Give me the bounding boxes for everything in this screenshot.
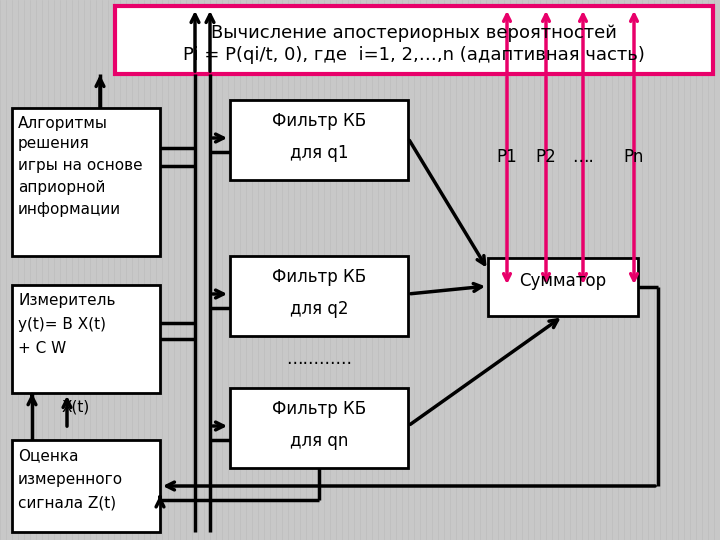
Text: для qn: для qn [290,432,348,450]
Text: Фильтр КБ: Фильтр КБ [272,112,366,130]
Bar [230,256,408,336]
Text: P2: P2 [536,148,557,166]
Text: …………: ………… [286,350,352,368]
Text: Pi = P(qi/t, 0), где  i=1, 2,…,n (адаптивная часть): Pi = P(qi/t, 0), где i=1, 2,…,n (адаптив… [183,46,645,64]
Bar [12,108,160,256]
Text: Измеритель: Измеритель [18,293,115,308]
Text: априорной: априорной [18,180,105,195]
Text: P1: P1 [497,148,518,166]
Bar [12,440,160,532]
Text: X(t): X(t) [62,399,90,414]
Text: Вычисление апостериорных вероятностей: Вычисление апостериорных вероятностей [211,24,617,42]
Text: Сумматор: Сумматор [519,272,606,290]
Bar [488,258,638,316]
Text: для q2: для q2 [289,300,348,318]
Text: для q1: для q1 [289,144,348,162]
Text: Фильтр КБ: Фильтр КБ [272,268,366,286]
Text: игры на основе: игры на основе [18,158,143,173]
Text: Алгоритмы: Алгоритмы [18,116,108,131]
Bar [115,6,713,74]
Text: ….: …. [572,148,594,166]
Bar [230,388,408,468]
Text: решения: решения [18,136,90,151]
Text: сигнала Z(t): сигнала Z(t) [18,496,116,511]
Text: Оценка: Оценка [18,448,78,463]
Text: измеренного: измеренного [18,472,123,487]
Bar [12,285,160,393]
Text: информации: информации [18,202,121,217]
Bar [230,100,408,180]
Text: + C W: + C W [18,341,66,356]
Text: y(t)= B X(t): y(t)= B X(t) [18,317,106,332]
Text: Pn: Pn [624,148,644,166]
Text: Фильтр КБ: Фильтр КБ [272,400,366,418]
